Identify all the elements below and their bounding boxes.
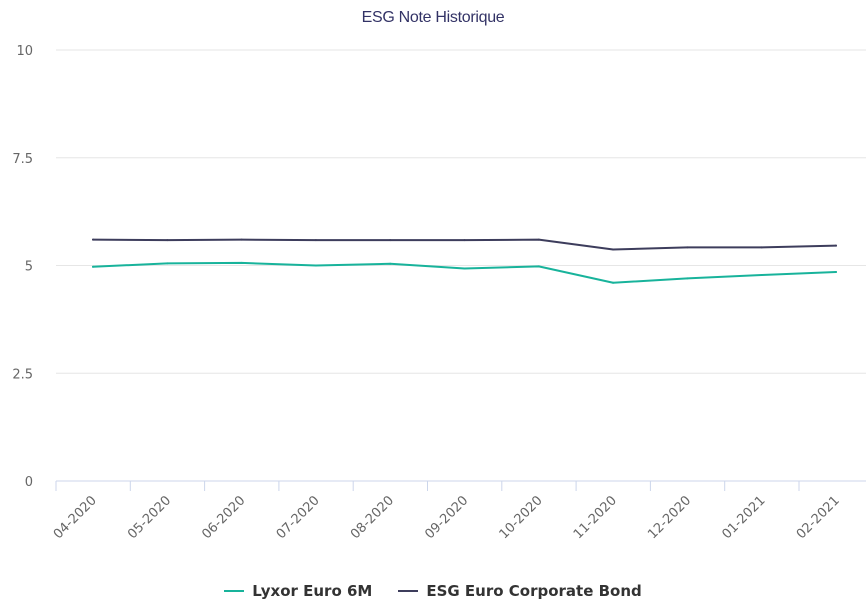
x-tick-label-06-2020: 06-2020 xyxy=(199,493,248,542)
legend-swatch-esg-euro-corporate-bond xyxy=(398,590,419,592)
series-lines xyxy=(92,238,837,284)
data-point-esg-euro-corporate-bond-09-2020[interactable] xyxy=(463,239,466,242)
legend: Lyxor Euro 6M ESG Euro Corporate Bond xyxy=(0,582,866,600)
data-point-lyxor-euro-6m-08-2020[interactable] xyxy=(389,262,392,265)
data-point-esg-euro-corporate-bond-05-2020[interactable] xyxy=(166,239,169,242)
data-point-lyxor-euro-6m-11-2020[interactable] xyxy=(612,281,615,284)
legend-label-lyxor-euro-6m: Lyxor Euro 6M xyxy=(252,582,373,600)
legend-label-esg-euro-corporate-bond: ESG Euro Corporate Bond xyxy=(426,582,642,600)
series-line-esg-euro-corporate-bond[interactable] xyxy=(92,238,837,251)
x-axis-tick-marks xyxy=(55,481,800,491)
y-tick-label-5: 5 xyxy=(25,260,33,275)
data-point-esg-euro-corporate-bond-11-2020[interactable] xyxy=(612,248,615,251)
data-point-lyxor-euro-6m-01-2021[interactable] xyxy=(760,273,763,276)
y-axis-ticks: 0 2.5 5 7.5 10 xyxy=(12,44,33,490)
y-tick-label-2-5: 2.5 xyxy=(12,367,33,382)
x-tick-label-11-2020: 11-2020 xyxy=(571,493,620,542)
data-point-esg-euro-corporate-bond-01-2021[interactable] xyxy=(760,246,763,249)
gridlines xyxy=(56,49,866,374)
data-point-esg-euro-corporate-bond-12-2020[interactable] xyxy=(686,246,689,249)
data-point-lyxor-euro-6m-04-2020[interactable] xyxy=(92,265,94,268)
legend-item-lyxor-euro-6m[interactable]: Lyxor Euro 6M xyxy=(224,582,372,600)
x-tick-label-12-2020: 12-2020 xyxy=(645,493,694,542)
data-point-lyxor-euro-6m-10-2020[interactable] xyxy=(537,265,540,268)
chart-title: ESG Note Historique xyxy=(361,9,505,26)
y-tick-label-0: 0 xyxy=(25,475,33,490)
data-point-lyxor-euro-6m-09-2020[interactable] xyxy=(463,267,466,270)
x-tick-label-01-2021: 01-2021 xyxy=(720,493,769,542)
data-point-esg-euro-corporate-bond-04-2020[interactable] xyxy=(92,238,94,241)
x-tick-label-07-2020: 07-2020 xyxy=(274,493,323,542)
data-point-lyxor-euro-6m-07-2020[interactable] xyxy=(314,264,317,267)
data-point-lyxor-euro-6m-12-2020[interactable] xyxy=(686,277,689,280)
x-tick-label-05-2020: 05-2020 xyxy=(125,493,174,542)
x-tick-label-10-2020: 10-2020 xyxy=(497,493,546,542)
data-point-esg-euro-corporate-bond-07-2020[interactable] xyxy=(314,239,317,242)
data-point-lyxor-euro-6m-05-2020[interactable] xyxy=(166,262,169,265)
x-tick-label-08-2020: 08-2020 xyxy=(348,493,397,542)
data-point-lyxor-euro-6m-02-2021[interactable] xyxy=(835,270,837,273)
data-point-lyxor-euro-6m-06-2020[interactable] xyxy=(240,261,243,264)
data-point-esg-euro-corporate-bond-08-2020[interactable] xyxy=(389,239,392,242)
x-tick-label-09-2020: 09-2020 xyxy=(422,493,471,542)
y-tick-label-10: 10 xyxy=(16,44,33,59)
legend-swatch-lyxor-euro-6m xyxy=(224,590,245,592)
data-point-esg-euro-corporate-bond-06-2020[interactable] xyxy=(240,238,243,241)
y-tick-label-7-5: 7.5 xyxy=(12,152,33,167)
legend-item-esg-euro-corporate-bond[interactable]: ESG Euro Corporate Bond xyxy=(398,582,642,600)
x-tick-label-02-2021: 02-2021 xyxy=(794,493,843,542)
data-point-esg-euro-corporate-bond-02-2021[interactable] xyxy=(835,244,837,247)
x-axis-tick-labels: 04-2020 05-2020 06-2020 07-2020 08-2020 09-20… xyxy=(51,493,843,542)
data-point-esg-euro-corporate-bond-10-2020[interactable] xyxy=(537,238,540,241)
x-tick-label-04-2020: 04-2020 xyxy=(51,493,100,542)
